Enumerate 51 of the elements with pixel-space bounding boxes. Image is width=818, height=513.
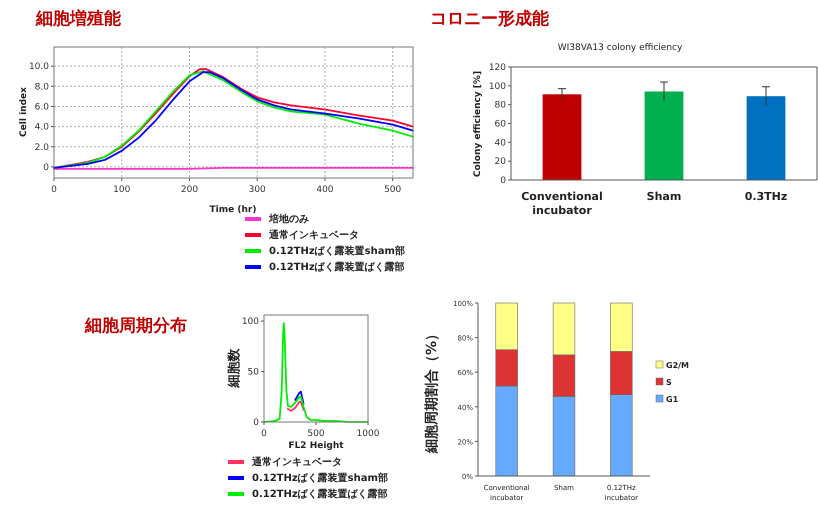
- y-tick-label: 80: [494, 100, 506, 111]
- y-axis-title: Cell index: [19, 86, 29, 137]
- legend-label: G2/M: [666, 361, 690, 370]
- y-tick-label: 0: [500, 176, 506, 186]
- y-tick-label: 0: [253, 418, 260, 428]
- x-tick-label: 0.3THz: [744, 190, 788, 203]
- chart-subtitle: WI38VA13 colony efficiency: [558, 43, 683, 53]
- line-series: [287, 400, 304, 412]
- x-tick-label: 100: [113, 185, 131, 195]
- chart-title: コロニー形成能: [430, 9, 549, 29]
- legend-label: 0.12THzばく露装置ばく露部: [252, 488, 388, 500]
- x-tick-label: 500: [384, 185, 402, 195]
- legend-label: S: [666, 378, 672, 387]
- y-tick-label: 10.0: [28, 62, 50, 72]
- chart-title: 細胞増殖能: [35, 8, 121, 29]
- y-tick-label: 0: [43, 162, 50, 173]
- legend-label: 通常インキュベータ: [251, 456, 342, 468]
- y-axis-title: 細胞数: [227, 348, 242, 388]
- x-tick-label: 500: [307, 429, 325, 439]
- x-tick-label: Sham: [646, 190, 682, 203]
- x-tick-label: 400: [316, 185, 334, 195]
- x-tick-label: 300: [248, 185, 266, 195]
- y-tick-label: 60: [494, 120, 506, 130]
- x-axis-title: Time (hr): [210, 205, 256, 215]
- legend-label: 0.12THzばく露装置ばく露部: [269, 261, 405, 273]
- y-tick-label: 4.0: [34, 122, 50, 133]
- x-tick-label: 200: [180, 185, 198, 195]
- y-tick-label: 20: [494, 157, 506, 168]
- legend-label: G1: [666, 395, 679, 404]
- y-tick-label: 100: [488, 82, 506, 92]
- y-tick-label: 120: [488, 63, 506, 73]
- x-tick-label: 0: [261, 429, 268, 439]
- legend-label: 0.12THzばく露装置sham部: [252, 472, 388, 484]
- line-series: [294, 390, 304, 405]
- y-tick-label: 6.0: [34, 102, 50, 112]
- legend-label: 0.12THzばく露装置sham部: [269, 245, 405, 257]
- y-tick-label: 2.0: [34, 142, 50, 153]
- y-tick-label: 100: [242, 317, 260, 328]
- y-tick-label: 8.0: [34, 82, 50, 92]
- legend-label: 通常インキュベータ: [268, 229, 359, 241]
- y-tick-label: 50: [248, 368, 260, 378]
- x-tick-label: 1000: [356, 429, 380, 439]
- x-axis-title: FL2 Height: [288, 441, 344, 451]
- y-axis-title: 細胞周期割合（%）: [423, 326, 440, 454]
- legend-label: 培地のみ: [268, 213, 309, 225]
- x-tick-label: 0: [51, 185, 58, 195]
- x-tick-label: Conventional incubator: [521, 190, 603, 217]
- chart-title: 細胞周期分布: [84, 316, 187, 336]
- line-series: [263, 322, 369, 423]
- y-tick-label: 40: [494, 138, 506, 148]
- y-axis-title: Colony efficiency [%]: [473, 70, 483, 178]
